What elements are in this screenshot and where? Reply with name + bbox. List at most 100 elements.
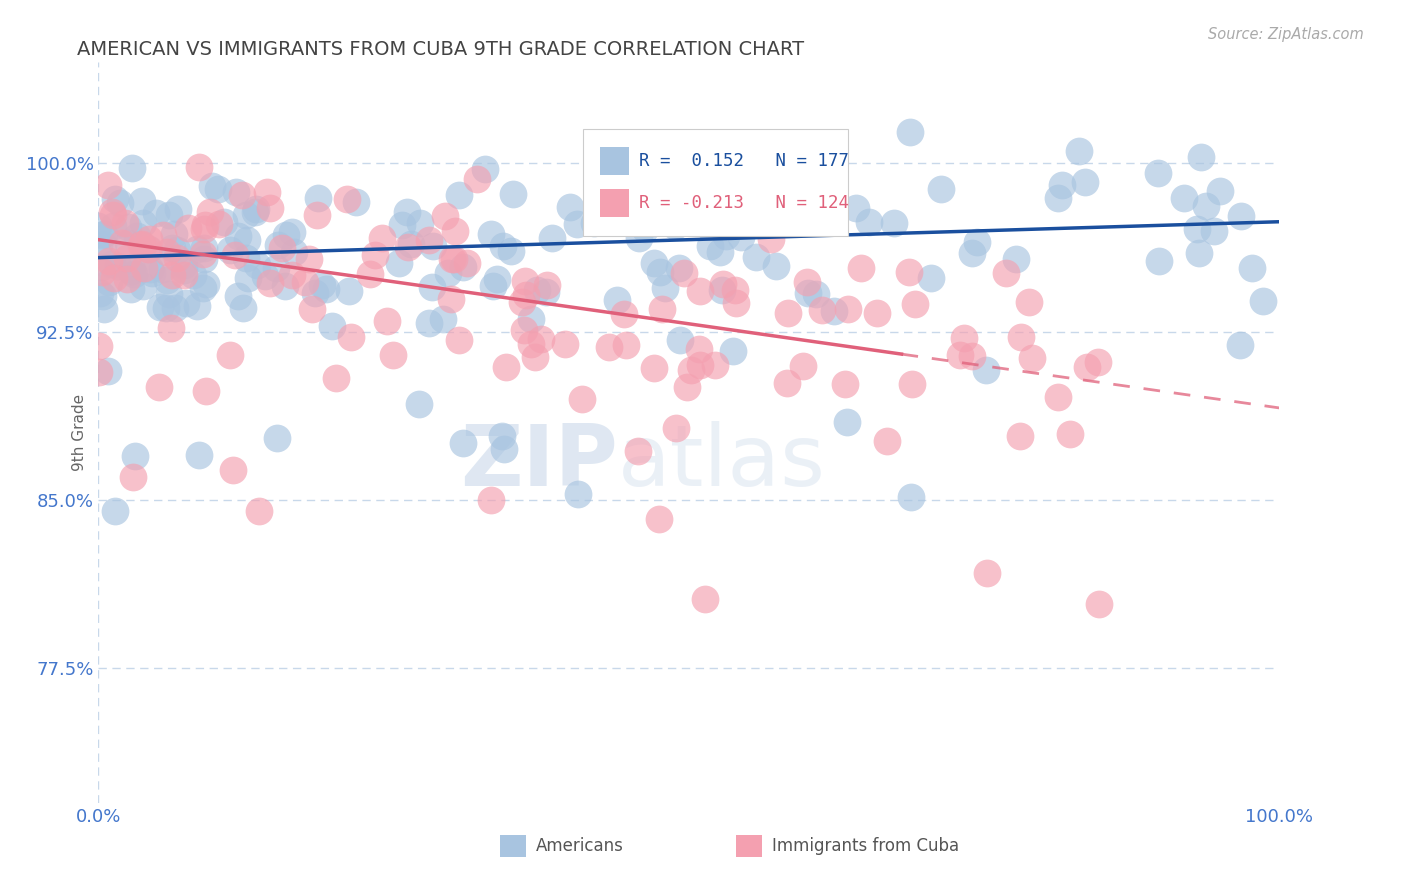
Point <box>1189 150 1212 164</box>
Point <box>121 470 143 484</box>
Point <box>90 260 112 275</box>
Point <box>382 348 405 362</box>
Point <box>721 344 744 359</box>
Point <box>974 363 997 377</box>
Point <box>122 267 145 281</box>
Point <box>238 271 260 285</box>
Point <box>225 185 247 199</box>
Point <box>391 219 413 233</box>
Point <box>583 216 606 230</box>
Point <box>440 292 463 306</box>
Point <box>741 163 763 178</box>
Point <box>194 277 217 291</box>
Point <box>194 218 217 232</box>
Point <box>689 358 711 372</box>
Point <box>160 321 183 335</box>
Point <box>138 242 160 256</box>
Point <box>1076 360 1098 375</box>
Text: Americans: Americans <box>536 837 623 855</box>
Point <box>408 397 430 411</box>
Point <box>139 262 162 277</box>
Point <box>193 241 215 255</box>
Point <box>114 216 136 230</box>
Point <box>437 266 460 280</box>
Point <box>513 323 536 337</box>
Point <box>613 307 636 321</box>
Point <box>101 204 124 219</box>
Point <box>420 280 443 294</box>
Point <box>441 252 464 266</box>
Point <box>145 206 167 220</box>
Point <box>121 262 143 277</box>
Point <box>716 229 738 244</box>
Text: Source: ZipAtlas.com: Source: ZipAtlas.com <box>1208 27 1364 42</box>
Point <box>704 358 727 372</box>
Point <box>474 161 496 176</box>
Point <box>174 295 197 310</box>
Point <box>149 300 172 314</box>
Point <box>745 250 768 264</box>
Point <box>962 246 984 260</box>
Point <box>152 227 174 242</box>
Point <box>165 301 187 315</box>
Point <box>495 359 517 374</box>
Point <box>117 235 139 250</box>
Point <box>668 333 690 347</box>
Point <box>651 302 673 317</box>
Point <box>219 243 242 257</box>
Point <box>103 270 125 285</box>
Point <box>1147 254 1170 268</box>
Point <box>224 248 246 262</box>
Point <box>995 267 1018 281</box>
Point <box>456 256 478 270</box>
Point <box>156 273 179 287</box>
Point <box>451 436 474 450</box>
Point <box>481 492 503 507</box>
Text: R =  0.152   N = 177: R = 0.152 N = 177 <box>640 152 849 169</box>
Point <box>515 274 537 288</box>
Point <box>207 218 229 232</box>
Point <box>212 215 235 229</box>
Point <box>93 302 115 317</box>
Point <box>1147 166 1170 180</box>
Point <box>775 376 797 390</box>
Point <box>166 202 188 217</box>
Text: ZIP: ZIP <box>460 421 619 504</box>
Point <box>449 333 471 347</box>
Point <box>898 124 921 138</box>
Point <box>236 234 259 248</box>
Point <box>606 293 628 307</box>
Point <box>560 200 582 214</box>
Point <box>711 277 734 291</box>
Point <box>396 205 419 219</box>
Point <box>186 242 208 256</box>
Point <box>541 231 564 245</box>
Point <box>267 238 290 252</box>
Point <box>315 282 337 296</box>
Point <box>93 227 115 242</box>
Point <box>91 289 114 303</box>
Point <box>131 194 153 209</box>
Point <box>1074 175 1097 189</box>
Point <box>1195 199 1218 213</box>
Point <box>849 260 872 275</box>
Point <box>132 260 155 275</box>
Point <box>359 267 381 281</box>
Point <box>765 259 787 273</box>
Point <box>883 216 905 230</box>
Point <box>156 245 179 260</box>
Point <box>304 286 326 301</box>
Point <box>198 204 221 219</box>
Point <box>1047 390 1070 404</box>
Point <box>526 283 548 297</box>
Y-axis label: 9th Grade: 9th Grade <box>72 394 87 471</box>
Point <box>730 230 752 244</box>
Point <box>499 244 522 258</box>
Point <box>571 392 593 406</box>
Point <box>641 215 664 229</box>
Point <box>858 215 880 229</box>
Point <box>294 276 316 290</box>
Point <box>207 182 229 196</box>
Point <box>603 212 626 227</box>
Point <box>173 268 195 282</box>
